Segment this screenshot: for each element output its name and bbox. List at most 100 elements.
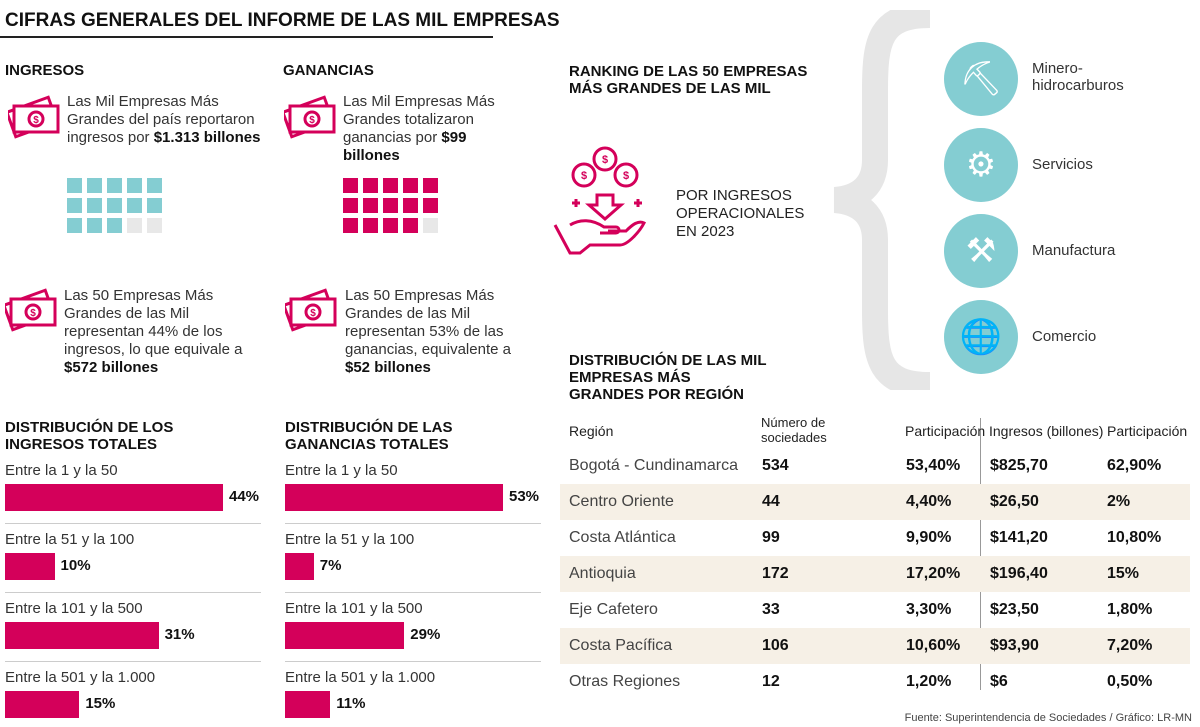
row-separator <box>5 661 261 662</box>
robot-arm-icon: ⚒ <box>944 214 1018 288</box>
sector-label: Manufactura <box>1032 242 1116 259</box>
table-cell: 62,90% <box>1107 457 1162 474</box>
ingresos-summary: Las Mil Empresas Más Grandes del país re… <box>67 93 261 146</box>
table-row: Eje Cafetero 33 3,30% $23,50 1,80% <box>560 592 1190 628</box>
ranking-subtitle: POR INGRESOS OPERACIONALES EN 2023 <box>676 187 805 240</box>
waffle-square <box>343 218 358 233</box>
waffle-square <box>87 178 102 193</box>
waffle-square <box>363 218 378 233</box>
waffle-square <box>127 218 142 233</box>
bar-category-label: Entre la 501 y la 1.000 <box>5 669 156 686</box>
ingresos-heading: INGRESOS <box>5 62 85 79</box>
waffle-square <box>127 178 142 193</box>
row-separator <box>285 661 541 662</box>
table-cell: 1,80% <box>1107 601 1153 618</box>
ganancias-summary: Las Mil Empresas Más Grandes totalizaron… <box>343 93 495 164</box>
row-separator <box>285 592 541 593</box>
table-cell: $6 <box>990 673 1008 690</box>
waffle-square <box>343 178 358 193</box>
page-title: CIFRAS GENERALES DEL INFORME DE LAS MIL … <box>5 10 560 31</box>
row-separator <box>5 592 261 593</box>
waffle-square <box>403 198 418 213</box>
title-rule <box>0 36 493 38</box>
table-cell: $23,50 <box>990 601 1039 618</box>
ganancias-chart-title: DISTRIBUCIÓN DE LAS GANANCIAS TOTALES <box>285 419 453 453</box>
mining-cart-icon: ⛏ <box>944 42 1018 116</box>
money-bill-icon: $ <box>285 288 337 332</box>
bar-value-label: 31% <box>164 626 195 643</box>
waffle-square <box>87 218 102 233</box>
table-cell: 7,20% <box>1107 637 1153 654</box>
ganancias-heading: GANANCIAS <box>283 62 374 79</box>
source-footer: Fuente: Superintendencia de Sociedades /… <box>904 712 1192 724</box>
waffle-square <box>147 178 162 193</box>
table-row: Centro Oriente 44 4,40% $26,50 2% <box>560 484 1190 520</box>
table-cell: 3,30% <box>906 601 952 618</box>
waffle-square <box>343 198 358 213</box>
table-row: Otras Regiones 12 1,20% $6 0,50% <box>560 664 1190 700</box>
waffle-square <box>67 198 82 213</box>
svg-text:$: $ <box>309 115 315 126</box>
money-bill-icon: $ <box>8 95 60 139</box>
table-cell: 12 <box>762 673 780 690</box>
bar-value-label: 44% <box>229 488 260 505</box>
table-cell: $825,70 <box>990 457 1048 474</box>
table-cell: Otras Regiones <box>569 673 681 690</box>
bar-category-label: Entre la 51 y la 100 <box>285 531 415 548</box>
waffle-square <box>107 178 122 193</box>
waffle-square <box>67 178 82 193</box>
table-cell: 10,80% <box>1107 529 1162 546</box>
sector-label: Servicios <box>1032 156 1093 173</box>
svg-text:$: $ <box>602 154 608 166</box>
ganancias-top50: Las 50 Empresas Más Grandes de las Mil r… <box>345 287 511 376</box>
money-bill-icon: $ <box>5 288 57 332</box>
table-row: Bogotá - Cundinamarca 534 53,40% $825,70 62,… <box>560 448 1190 484</box>
waffle-square <box>127 198 142 213</box>
table-row: Costa Atlántica 99 9,90% $141,20 10,80% <box>560 520 1190 556</box>
table-cell: 99 <box>762 529 780 546</box>
row-separator <box>5 523 261 524</box>
table-cell: Bogotá - Cundinamarca <box>569 457 738 474</box>
table-cell: Eje Cafetero <box>569 601 658 618</box>
table-cell: 15% <box>1107 565 1140 582</box>
bar <box>5 691 80 718</box>
bar-category-label: Entre la 1 y la 50 <box>285 462 398 479</box>
waffle-square <box>363 178 378 193</box>
waffle-square <box>107 198 122 213</box>
table-cell: $93,90 <box>990 637 1039 654</box>
bar <box>285 484 503 511</box>
bar-value-label: 15% <box>85 695 116 712</box>
table-cell: 9,90% <box>906 529 952 546</box>
table-cell: 44 <box>762 493 780 510</box>
table-cell: 2% <box>1107 493 1131 510</box>
table-cell: Centro Oriente <box>569 493 674 510</box>
table-cell: 534 <box>762 457 789 474</box>
col-ingresos: Ingresos (billones) <box>989 423 1104 439</box>
bar <box>5 622 159 649</box>
brace-decoration <box>833 10 931 390</box>
ganancias-bar-chart: Entre la 1 y la 50 53% Entre la 51 y la 10… <box>285 462 545 722</box>
table-cell: 53,40% <box>906 457 961 474</box>
bar-value-label: 11% <box>336 695 366 712</box>
table-title: DISTRIBUCIÓN DE LAS MIL EMPRESAS MÁS GRA… <box>569 352 767 403</box>
waffle-square <box>423 218 438 233</box>
waffle-square <box>107 218 122 233</box>
table-cell: $26,50 <box>990 493 1039 510</box>
bar-category-label: Entre la 101 y la 500 <box>285 600 423 617</box>
bar-value-label: 10% <box>60 557 91 574</box>
bar <box>5 553 55 580</box>
bar <box>285 691 331 718</box>
ingresos-bar-chart: Entre la 1 y la 50 44% Entre la 51 y la 10… <box>5 462 265 722</box>
col-part2: Participación <box>1107 423 1188 439</box>
svg-text:$: $ <box>623 170 629 182</box>
globe-commerce-icon: 🌐 <box>944 300 1018 374</box>
bar-category-label: Entre la 501 y la 1.000 <box>285 669 436 686</box>
svg-text:$: $ <box>310 308 316 319</box>
svg-text:$: $ <box>33 115 39 126</box>
bar-value-label: 7% <box>319 557 342 574</box>
waffle-square <box>383 198 398 213</box>
table-cell: 33 <box>762 601 780 618</box>
waffle-square <box>363 198 378 213</box>
svg-text:$: $ <box>30 308 36 319</box>
col-region: Región <box>569 423 614 439</box>
